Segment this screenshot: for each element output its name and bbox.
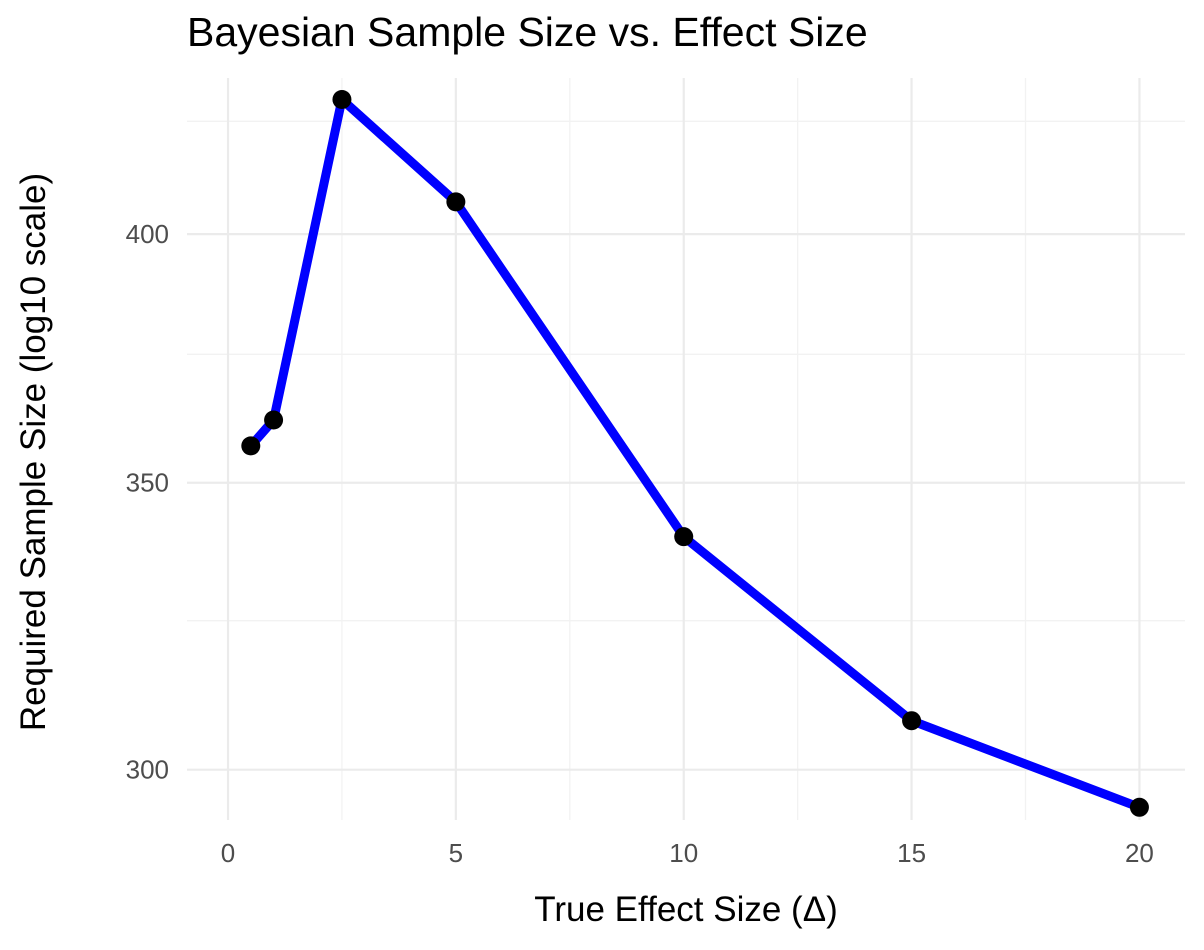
series-points-layer (241, 90, 1149, 817)
data-point (264, 410, 284, 430)
y-tick-label: 350 (126, 468, 169, 498)
data-point (332, 90, 352, 110)
data-point (446, 192, 466, 212)
data-point (241, 436, 261, 456)
x-axis-title: True Effect Size (Δ) (534, 890, 837, 929)
x-tick-label: 15 (897, 838, 926, 868)
y-tick-label: 300 (126, 755, 169, 785)
tick-label-layer: 0 5 10 15 20 300 350 400 (126, 219, 1154, 868)
x-tick-label: 20 (1125, 838, 1154, 868)
y-axis-title: Required Sample Size (log10 scale) (14, 173, 53, 731)
grid-layer (187, 78, 1185, 820)
x-tick-label: 10 (669, 838, 698, 868)
series-line-layer (247, 95, 1141, 812)
y-tick-label: 400 (126, 219, 169, 249)
data-point (674, 527, 694, 547)
data-point (902, 711, 922, 731)
data-point (1129, 797, 1149, 817)
chart-title: Bayesian Sample Size vs. Effect Size (187, 9, 868, 55)
series-line (247, 95, 1141, 812)
x-tick-label: 5 (449, 838, 463, 868)
x-tick-label: 0 (221, 838, 235, 868)
